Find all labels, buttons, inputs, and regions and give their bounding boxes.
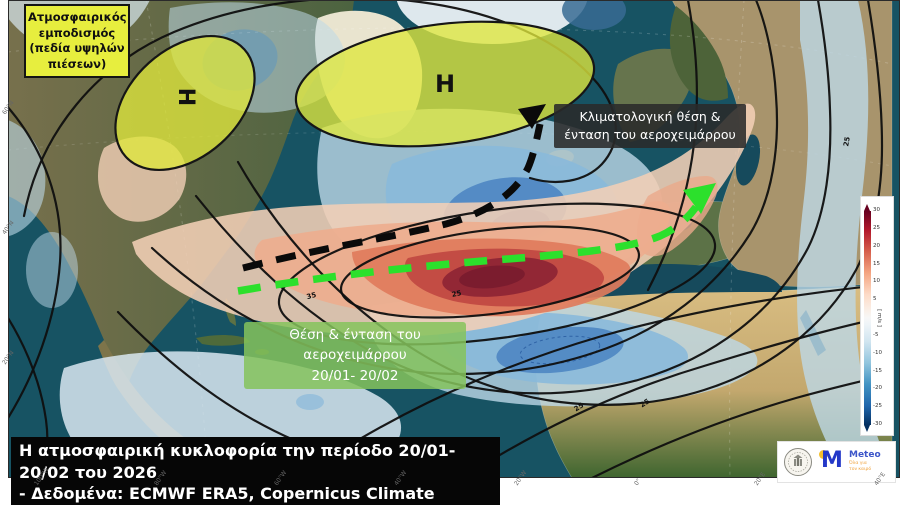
- colorbar-top-arrow: [864, 204, 870, 211]
- colorbar-tick-label: -20: [873, 385, 882, 392]
- meteo-name: Meteo: [849, 450, 881, 461]
- meteo-tagline: Όλα για: [849, 461, 867, 467]
- climatology-jet-label-line: ένταση του αεροχειμάρρου: [564, 127, 736, 143]
- blocking-label-line: (πεδία υψηλών: [29, 41, 125, 56]
- colorbar-tick-label: -15: [873, 367, 882, 374]
- logos-panel: M Meteo Όλα για τον καιρό: [778, 442, 895, 482]
- forecast-jet-label-line: Θέση & ένταση του αεροχειμάρρου: [289, 327, 421, 364]
- climatology-jet-arrow: [242, 104, 546, 272]
- meteo-logo: M Meteo Όλα για τον καιρό: [819, 448, 881, 474]
- climatology-jet-label: Κλιματολογική θέση & ένταση του αεροχειμ…: [554, 104, 746, 149]
- black-arrowhead-icon: [518, 104, 546, 129]
- east-cold-band: [797, 0, 892, 478]
- observatory-seal-logo: [784, 448, 812, 476]
- blocking-label-line: πιέσεων): [47, 56, 107, 71]
- high-pressure-symbol: H: [435, 70, 455, 98]
- blocking-ellipse-america: [114, 34, 256, 172]
- contour-label: 25: [451, 289, 462, 299]
- colorbar-tick-label: -30: [873, 421, 882, 427]
- forecast-jet-label-line: 20/01- 20/02: [311, 367, 399, 384]
- colorbar-tick-label: 5: [873, 296, 877, 303]
- blocking-label-line: Ατμοσφαιρικός: [28, 10, 127, 24]
- blocking-label-line: εμποδισμός: [38, 25, 116, 40]
- blocking-ellipse-greenland: [294, 20, 596, 148]
- map-title-line: - Δεδομένα: ECMWF ERA5, Copernicus Clima…: [19, 484, 435, 504]
- colorbar-gradient: [864, 211, 871, 425]
- colorbar-tick-label: 20: [873, 242, 880, 249]
- contour-label: 25: [842, 136, 852, 147]
- colorbar-unit-label: [ m/s ]: [876, 309, 882, 327]
- green-arrowhead-icon: [683, 183, 716, 214]
- colorbar-tick-label: -10: [873, 349, 882, 356]
- forecast-jet-arrow: [237, 183, 716, 295]
- colorbar-tick-label: 25: [873, 224, 880, 231]
- colorbar-tick-label: 30: [873, 207, 880, 213]
- colorbar-tick-label: 15: [873, 260, 880, 267]
- forecast-jet-label: Θέση & ένταση του αεροχειμάρρου 20/01- 2…: [244, 322, 466, 389]
- map-title: Η ατμοσφαιρική κυκλοφορία την περίοδο 20…: [11, 437, 500, 505]
- colorbar: 30 25 20 15 10 5 -5 -10 -15 -20 -25 -30 [ m/s ]: [861, 197, 893, 435]
- meteo-m-icon: M: [819, 448, 843, 473]
- blocking-highs: H H: [114, 20, 596, 172]
- colorbar-tick-label: -5: [873, 331, 879, 338]
- climatology-jet-label-line: Κλιματολογική θέση &: [579, 109, 721, 124]
- high-pressure-symbol: H: [173, 88, 198, 106]
- meteo-tagline: τον καιρό: [849, 466, 872, 472]
- colorbar-tick-label: -25: [873, 403, 882, 410]
- blocking-label: Ατμοσφαιρικός εμποδισμός (πεδία υψηλών π…: [24, 4, 130, 79]
- map-title-line: Η ατμοσφαιρική κυκλοφορία την περίοδο 20…: [19, 441, 456, 482]
- eastern-europe-forest: [669, 6, 728, 101]
- map-layers: 35 25 25 25 25 H H: [8, 0, 900, 478]
- contour-label: 35: [306, 291, 318, 301]
- cuba: [196, 335, 250, 346]
- colorbar-bottom-arrow: [864, 425, 870, 432]
- colorbar-tick-label: 10: [873, 278, 880, 285]
